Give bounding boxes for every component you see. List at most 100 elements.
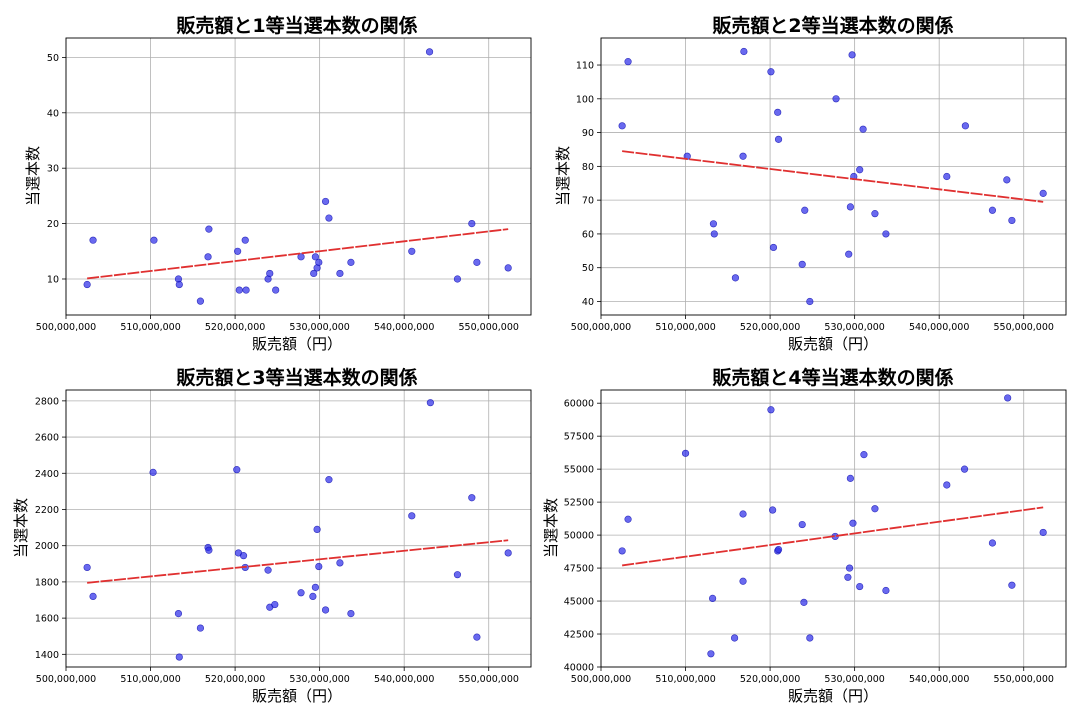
data-point xyxy=(453,571,462,579)
data-point xyxy=(321,197,330,206)
data-point xyxy=(271,600,279,609)
plot-frame xyxy=(600,37,1067,316)
data-point xyxy=(798,260,806,268)
data-point xyxy=(504,549,512,557)
data-point xyxy=(774,546,783,554)
x-tick-label: 500,000,000 xyxy=(571,674,631,685)
data-point xyxy=(681,449,690,457)
data-point xyxy=(845,564,854,572)
y-tick-label: 30 xyxy=(47,164,59,175)
x-tick-label: 520,000,000 xyxy=(205,322,265,333)
data-point xyxy=(1039,189,1047,197)
data-point xyxy=(859,125,867,133)
x-tick-label: 510,000,000 xyxy=(655,674,715,685)
y-axis-label: 当選本数 xyxy=(12,498,30,558)
x-tick-label: 520,000,000 xyxy=(205,674,265,685)
y-tick-label: 57500 xyxy=(564,432,594,443)
y-axis-label: 当選本数 xyxy=(542,498,560,558)
data-point xyxy=(882,586,890,595)
chart-panel-4: 販売額と4等当選本数の関係 販売額（円） 当選本数 500,000,000 510… xyxy=(542,366,1067,705)
data-point xyxy=(806,297,814,306)
data-point xyxy=(313,525,321,534)
data-point xyxy=(774,135,783,143)
y-tick-label: 2400 xyxy=(35,469,59,480)
data-point xyxy=(468,494,476,502)
data-point xyxy=(856,166,864,174)
y-tick-label: 70 xyxy=(582,196,594,207)
data-point xyxy=(150,236,158,244)
data-point xyxy=(196,624,205,632)
data-point xyxy=(707,650,715,658)
data-point xyxy=(988,206,997,214)
data-point xyxy=(832,95,840,103)
x-tick-label: 540,000,000 xyxy=(909,674,969,685)
data-point xyxy=(205,225,213,233)
y-tick-label: 55000 xyxy=(564,465,594,476)
x-tick-label: 530,000,000 xyxy=(289,322,349,333)
data-point xyxy=(196,297,205,305)
data-point xyxy=(767,406,775,414)
trend-line xyxy=(622,506,1044,567)
data-point xyxy=(856,582,864,591)
x-tick-label: 500,000,000 xyxy=(36,322,96,333)
data-point xyxy=(174,609,183,618)
data-point xyxy=(468,219,476,228)
data-point xyxy=(89,592,97,600)
data-point xyxy=(473,258,481,266)
data-point xyxy=(961,122,969,130)
y-tick-label: 1400 xyxy=(35,650,59,661)
x-tick-label: 550,000,000 xyxy=(459,322,519,333)
data-point xyxy=(239,552,248,560)
chart-title: 販売額と3等当選本数の関係 xyxy=(176,366,417,389)
x-tick-label: 510,000,000 xyxy=(120,674,180,685)
data-point xyxy=(871,505,879,513)
data-point xyxy=(739,152,747,160)
data-point xyxy=(709,220,718,228)
data-point xyxy=(235,286,243,294)
trend-line xyxy=(87,228,509,280)
data-point xyxy=(730,634,739,642)
x-tick-label: 500,000,000 xyxy=(36,674,96,685)
data-point xyxy=(767,68,775,76)
data-point xyxy=(325,476,333,484)
data-point xyxy=(943,481,951,489)
y-tick-label: 1600 xyxy=(35,614,59,625)
data-point xyxy=(769,506,777,514)
data-point xyxy=(871,210,879,218)
data-point xyxy=(175,653,183,661)
data-point xyxy=(310,269,318,278)
data-point xyxy=(336,269,344,278)
data-point xyxy=(846,203,855,211)
x-tick-label: 510,000,000 xyxy=(120,322,180,333)
data-point xyxy=(233,466,241,474)
data-point xyxy=(1039,528,1047,537)
data-point xyxy=(242,286,250,294)
data-point xyxy=(806,634,814,642)
x-axis-label: 販売額（円） xyxy=(252,687,342,705)
data-point xyxy=(846,474,855,482)
y-axis-label: 当選本数 xyxy=(554,146,572,206)
data-point xyxy=(504,264,512,272)
x-tick-label: 540,000,000 xyxy=(909,322,969,333)
y-tick-label: 60 xyxy=(582,229,594,240)
x-tick-label: 500,000,000 xyxy=(571,322,631,333)
chart-title: 販売額と1等当選本数の関係 xyxy=(176,14,417,37)
data-point xyxy=(408,247,416,255)
data-point xyxy=(710,230,718,238)
chart-panel-3: 販売額と3等当選本数の関係 販売額（円） 当選本数 500,000,000 510… xyxy=(12,366,532,705)
data-point xyxy=(860,451,868,459)
y-tick-label: 2000 xyxy=(35,541,59,552)
x-axis-label: 販売額（円） xyxy=(788,335,878,353)
data-point xyxy=(272,286,280,294)
data-point xyxy=(739,510,747,518)
plot-frame xyxy=(65,389,532,668)
y-tick-label: 40000 xyxy=(564,663,594,674)
data-point xyxy=(234,247,242,255)
y-tick-label: 40 xyxy=(47,108,59,119)
data-point xyxy=(1003,176,1011,184)
data-point xyxy=(618,122,626,130)
data-point xyxy=(297,589,305,597)
data-point xyxy=(315,562,323,571)
data-point xyxy=(175,280,183,289)
